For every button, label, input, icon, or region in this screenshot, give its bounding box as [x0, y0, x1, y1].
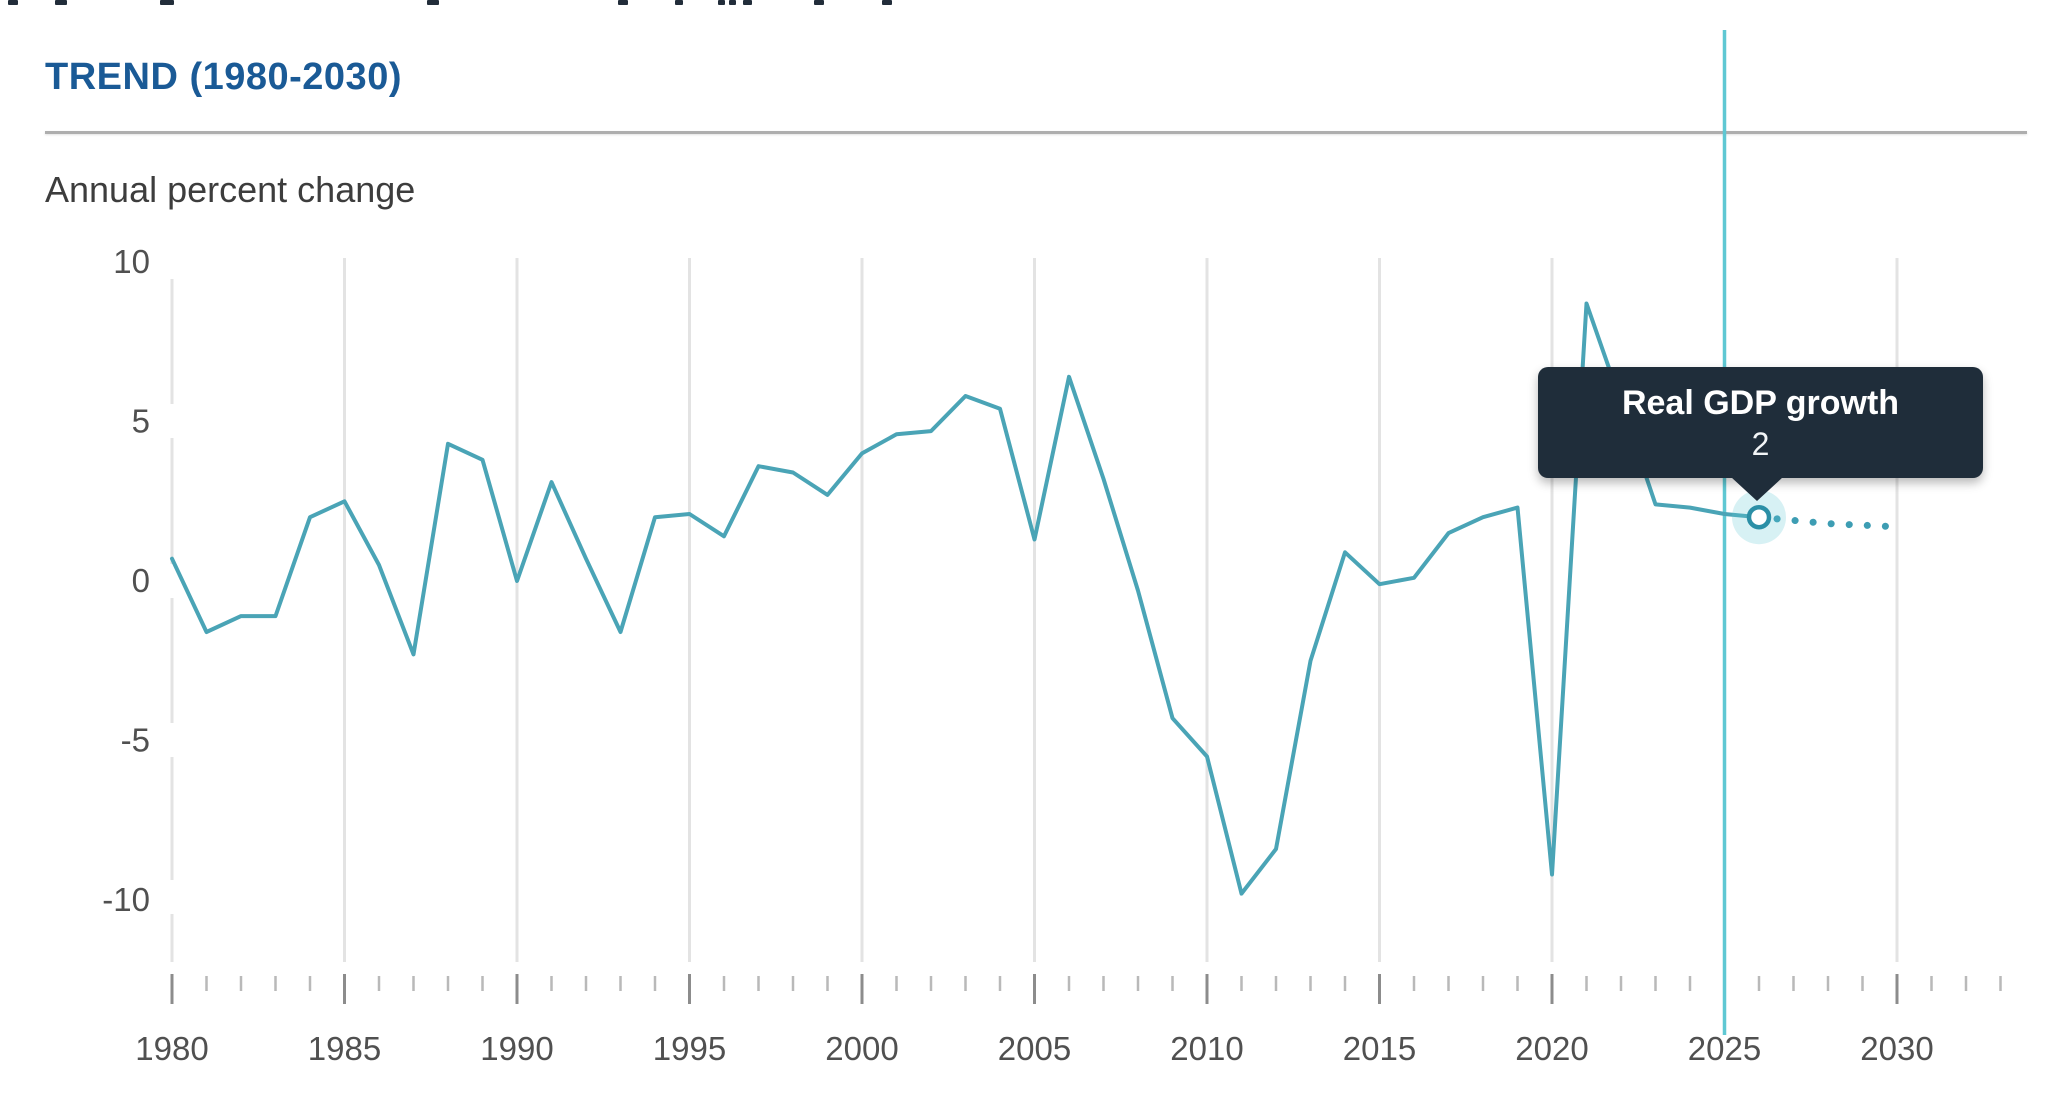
clipped-text-mark — [618, 0, 628, 5]
title-divider — [45, 131, 2027, 134]
x-axis-label-2005: 2005 — [998, 1030, 1071, 1067]
tooltip-series-label: Real GDP growth — [1621, 384, 1900, 423]
x-axis-label-1990: 1990 — [480, 1030, 553, 1067]
y-axis-label-0: 0 — [132, 562, 150, 599]
y-axis-label--10: -10 — [102, 881, 150, 918]
x-axis-label-2000: 2000 — [825, 1030, 898, 1067]
clipped-text-mark — [718, 0, 725, 5]
x-axis-label-1985: 1985 — [308, 1030, 381, 1067]
y-axis-label-5: 5 — [132, 403, 150, 440]
x-axis-label-2020: 2020 — [1515, 1030, 1588, 1067]
clipped-text-mark — [882, 0, 892, 5]
clipped-text-mark — [160, 0, 174, 5]
y-axis-label-10: 10 — [113, 243, 150, 280]
tooltip-pointer — [1731, 477, 1783, 501]
x-axis-label-1995: 1995 — [653, 1030, 726, 1067]
clipped-text-mark — [8, 0, 18, 5]
chart-title: TREND (1980-2030) — [45, 56, 402, 98]
hover-point-dot[interactable] — [1746, 504, 1772, 530]
clipped-text-mark — [743, 0, 752, 5]
clipped-text-mark — [55, 0, 67, 5]
clipped-text-mark — [814, 0, 824, 5]
y-axis-label--5: -5 — [121, 722, 150, 759]
hover-tooltip: Real GDP growth 2 — [1538, 367, 1983, 478]
clipped-text-mark — [729, 0, 736, 5]
x-axis-label-2030: 2030 — [1860, 1030, 1933, 1067]
gdp-projection-dotted-line — [1755, 513, 1901, 531]
clipped-text-mark — [427, 0, 439, 5]
chart-subtitle: Annual percent change — [45, 169, 416, 210]
x-axis-label-1980: 1980 — [135, 1030, 208, 1067]
x-axis-label-2025: 2025 — [1688, 1030, 1761, 1067]
x-axis-label-2015: 2015 — [1343, 1030, 1416, 1067]
tooltip-value: 2 — [1751, 425, 1770, 462]
gdp-growth-line[interactable] — [170, 301, 1761, 896]
clipped-text-mark — [675, 0, 683, 5]
x-axis-label-2010: 2010 — [1170, 1030, 1243, 1067]
